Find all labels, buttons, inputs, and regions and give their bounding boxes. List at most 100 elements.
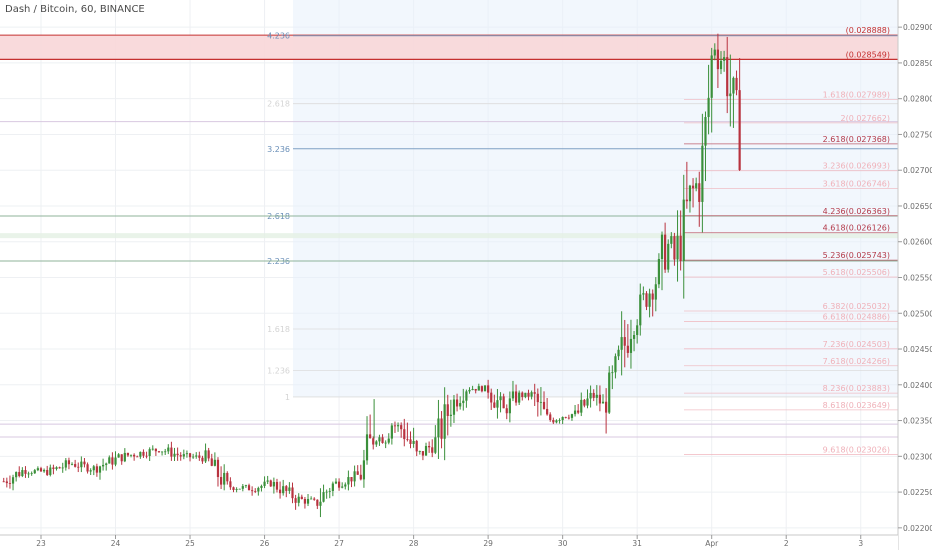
candle-body bbox=[546, 408, 549, 415]
candle-body bbox=[260, 485, 263, 488]
candle-body bbox=[499, 396, 502, 401]
candle-body bbox=[145, 455, 148, 457]
candle-body bbox=[670, 236, 673, 244]
time-tick-label: 3 bbox=[858, 539, 863, 548]
candle-body bbox=[415, 440, 418, 452]
candle-body bbox=[294, 498, 297, 503]
candle-body bbox=[514, 391, 518, 403]
candle-body bbox=[300, 496, 303, 500]
candle-body bbox=[319, 501, 322, 506]
candle-body bbox=[226, 472, 229, 482]
candle-body bbox=[176, 453, 179, 456]
candle-body bbox=[167, 447, 170, 452]
candle-body bbox=[148, 449, 151, 457]
fib-target-label: 5.236(0.025743) bbox=[823, 251, 890, 260]
candle-body bbox=[303, 499, 307, 504]
candle-body bbox=[387, 438, 390, 443]
candle-body bbox=[235, 489, 238, 490]
candle-body bbox=[732, 77, 735, 94]
candle-body bbox=[42, 469, 46, 472]
candle-body bbox=[291, 487, 294, 499]
support-band bbox=[0, 233, 898, 239]
candle-body bbox=[272, 481, 275, 487]
candle-body bbox=[365, 434, 369, 461]
candle-body bbox=[36, 468, 39, 471]
candle-body bbox=[570, 414, 574, 418]
candle-body bbox=[530, 392, 533, 397]
candle-body bbox=[688, 185, 692, 202]
candle-body bbox=[39, 468, 43, 472]
candle-body bbox=[139, 451, 142, 457]
time-tick-label: Apr bbox=[705, 539, 719, 548]
fib-extension-right: (0.028888) (0.028549) 1.618(0.027989) 2(0.0… bbox=[684, 26, 898, 455]
candle-body bbox=[729, 93, 732, 97]
candle-body bbox=[15, 472, 18, 478]
candle-body bbox=[313, 498, 316, 500]
candle-body bbox=[726, 57, 729, 97]
candle-body bbox=[493, 402, 496, 408]
highlight-zones bbox=[0, 0, 898, 438]
candle-body bbox=[136, 456, 139, 458]
candle-body bbox=[698, 183, 701, 202]
time-tick-label: 2 bbox=[784, 539, 789, 548]
candle-body bbox=[297, 496, 300, 503]
candle-body bbox=[716, 49, 720, 70]
candle-body bbox=[375, 441, 378, 445]
time-axis-bg bbox=[0, 535, 898, 550]
candle-body bbox=[682, 199, 685, 261]
candle-body bbox=[328, 490, 331, 492]
candle-body bbox=[160, 451, 164, 453]
time-axis[interactable]: 23 24 25 26 27 28 29 30 31 Apr 2 3 bbox=[0, 534, 898, 550]
time-tick-label: 23 bbox=[36, 539, 46, 548]
candle-body bbox=[157, 451, 161, 453]
candle-body bbox=[61, 467, 64, 469]
fib-target-label: 9.618(0.023026) bbox=[823, 445, 890, 454]
fib-target-label: 4.236(0.026363) bbox=[823, 207, 890, 216]
time-tick-label: 25 bbox=[185, 539, 195, 548]
candle-body bbox=[511, 391, 515, 399]
candle-body bbox=[350, 477, 353, 482]
fib-target-label: (0.028549) bbox=[846, 50, 890, 59]
candle-body bbox=[52, 467, 55, 469]
candle-body bbox=[443, 404, 446, 439]
candle-body bbox=[608, 372, 611, 413]
candle-body bbox=[660, 234, 664, 259]
candle-body bbox=[213, 459, 216, 466]
candle-body bbox=[496, 400, 499, 408]
candle-body bbox=[285, 486, 288, 491]
candle-body bbox=[129, 454, 133, 456]
candle-body bbox=[198, 455, 201, 458]
candle-body bbox=[8, 483, 12, 484]
candle-body bbox=[359, 474, 362, 480]
candle-body bbox=[508, 398, 511, 414]
candle-body bbox=[636, 325, 639, 336]
candle-body bbox=[580, 399, 583, 413]
fib-target-label: 8.618(0.023649) bbox=[823, 401, 890, 410]
fib-target-label: 2(0.027662) bbox=[840, 114, 890, 123]
candle-body bbox=[676, 235, 679, 260]
candle-body bbox=[713, 49, 716, 56]
fib-target-label: 4.618(0.026126) bbox=[823, 224, 890, 233]
time-tick-label: 31 bbox=[632, 539, 642, 548]
fib-zone bbox=[293, 0, 898, 397]
candle-body bbox=[306, 498, 310, 504]
candle-body bbox=[21, 470, 24, 477]
fib-target-label: (0.028888) bbox=[846, 26, 890, 35]
candle-body bbox=[561, 417, 564, 421]
candle-body bbox=[527, 392, 530, 397]
candle-body bbox=[434, 437, 437, 453]
candle-body bbox=[11, 477, 15, 484]
candle-body bbox=[468, 389, 471, 392]
candle-body bbox=[431, 447, 434, 453]
candle-body bbox=[424, 445, 428, 456]
candle-body bbox=[117, 454, 120, 458]
time-tick-label: 24 bbox=[111, 539, 121, 548]
